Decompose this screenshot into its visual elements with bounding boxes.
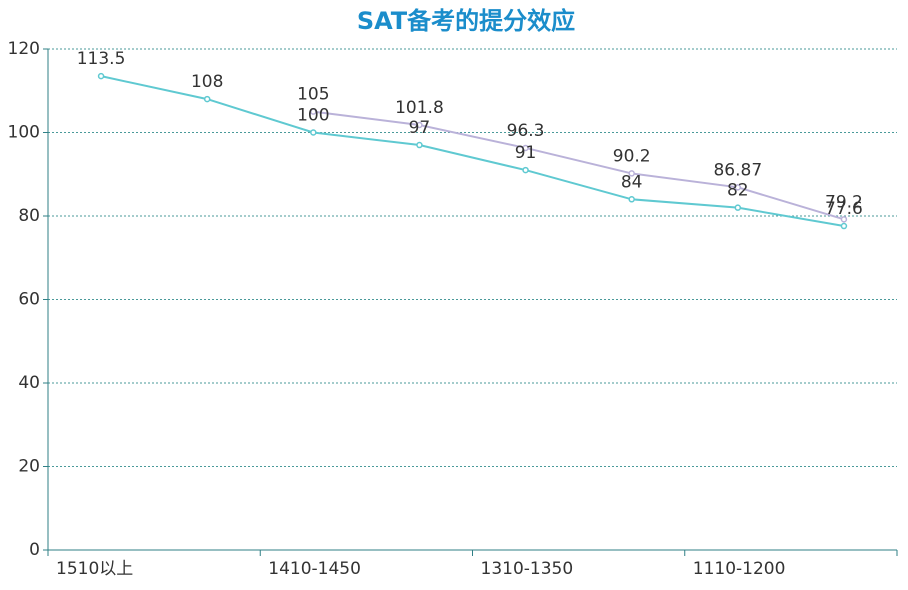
- data-label: 100: [297, 106, 329, 126]
- data-point: [734, 204, 742, 211]
- y-tick-label: 60: [18, 290, 40, 310]
- data-label: 101.8: [395, 98, 444, 118]
- y-tick-label: 0: [29, 540, 40, 560]
- y-tick-label: 100: [8, 123, 40, 143]
- data-label: 113.5: [77, 49, 126, 69]
- y-tick-label: 80: [18, 206, 40, 226]
- data-point: [416, 121, 423, 129]
- data-label: 91: [515, 143, 537, 163]
- data-point: [97, 72, 105, 80]
- y-tick-label: 20: [18, 457, 40, 477]
- data-point: [203, 95, 211, 103]
- data-label: 108: [191, 72, 223, 92]
- data-label: 79.2: [825, 192, 863, 212]
- data-label: 84: [621, 172, 643, 192]
- data-label: 82: [727, 181, 749, 201]
- data-label: 77.6: [825, 199, 863, 219]
- data-label: 90.2: [613, 146, 651, 166]
- data-point: [310, 108, 317, 115]
- data-label: 96.3: [507, 121, 545, 141]
- x-tick-label: 1310-1350: [481, 559, 574, 579]
- chart-title: SAT备考的提分效应: [357, 7, 575, 35]
- data-point: [522, 144, 529, 152]
- series-line: [313, 110, 845, 221]
- data-label: 105: [297, 85, 329, 105]
- data-point: [840, 216, 848, 223]
- data-point: [628, 196, 635, 203]
- data-label: 86.87: [713, 160, 762, 180]
- data-label: 97: [409, 118, 431, 138]
- y-tick-label: 120: [8, 39, 40, 59]
- x-tick-label: 1410-1450: [268, 559, 361, 579]
- series-line: [100, 75, 845, 228]
- data-point: [310, 129, 317, 136]
- data-point: [840, 222, 848, 230]
- x-tick-label: 1510以上: [56, 559, 133, 579]
- data-point: [734, 184, 742, 191]
- data-point: [522, 166, 529, 174]
- y-tick-label: 40: [18, 373, 40, 393]
- data-point: [416, 141, 423, 149]
- x-tick-label: 1110-1200: [693, 559, 786, 579]
- data-point: [628, 170, 635, 177]
